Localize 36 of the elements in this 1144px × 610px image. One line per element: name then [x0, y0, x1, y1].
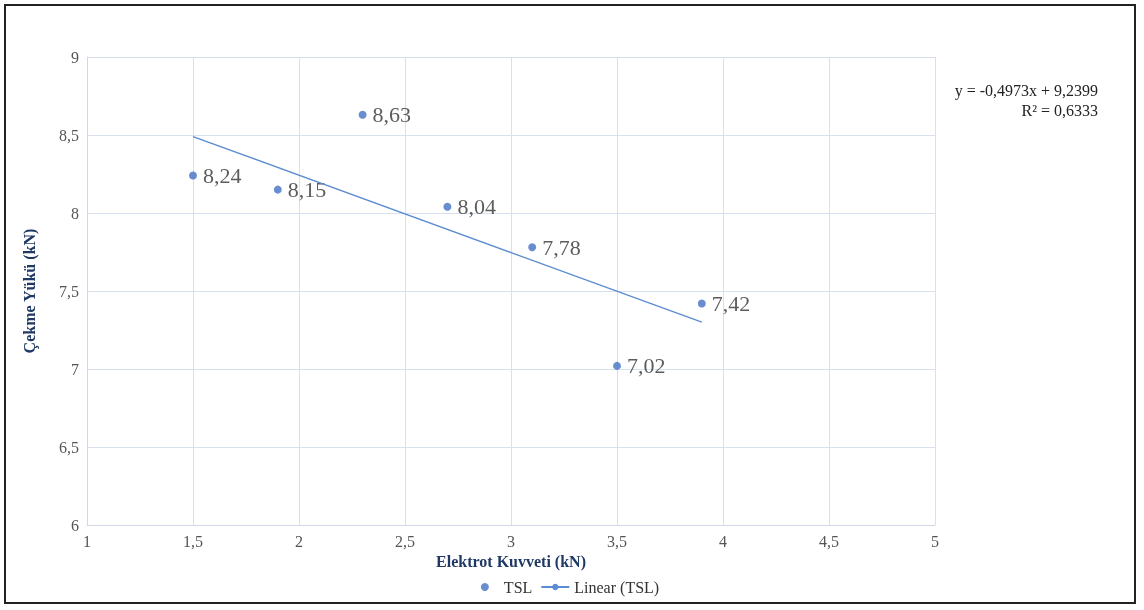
x-tick-label: 1 — [83, 532, 91, 550]
point — [697, 299, 706, 308]
data-label: 8,15 — [287, 177, 327, 203]
x-tick-label: 5 — [931, 532, 939, 550]
data-label: 7,02 — [627, 353, 666, 379]
data-label: 8,24 — [203, 163, 242, 189]
y-tick-label: 8 — [71, 204, 79, 222]
x-tick-label: 4 — [719, 532, 727, 550]
x-axis-title: Elektrot Kuvveti (kN) — [436, 553, 586, 572]
legend-label: TSL — [503, 578, 533, 596]
y-tick-label: 7 — [71, 360, 79, 378]
y-axis-title: Çekme Yükü (kN) — [20, 228, 39, 354]
x-tick-label: 3 — [507, 532, 515, 550]
y-tick-label: 6 — [71, 516, 79, 534]
y-tick-label: 8,5 — [59, 126, 79, 144]
x-tick-label: 1,5 — [183, 532, 203, 550]
text: y = -0,4973x + 9,2399 — [954, 81, 1098, 100]
point — [273, 185, 282, 194]
data-label: 7,42 — [711, 290, 751, 316]
x-tick-label: 3,5 — [607, 532, 627, 550]
point — [443, 202, 452, 211]
data-label: 7,78 — [542, 234, 581, 260]
point — [358, 110, 367, 119]
data-label: 8,04 — [457, 194, 496, 220]
x-tick-label: 2 — [295, 532, 303, 550]
text: R² = 0,6333 — [1021, 101, 1098, 119]
point — [528, 243, 537, 252]
x-tick-label: 2,5 — [395, 532, 415, 550]
point — [613, 361, 621, 370]
y-tick-label: 6,5 — [59, 438, 79, 456]
legend-label: Linear (TSL) — [574, 578, 660, 597]
y-tick-label: 7,5 — [59, 282, 79, 300]
x-tick-label: 4,5 — [819, 532, 839, 550]
y-tick-label: 9 — [71, 48, 79, 66]
point — [189, 171, 197, 180]
data-label: 8,63 — [372, 102, 412, 128]
